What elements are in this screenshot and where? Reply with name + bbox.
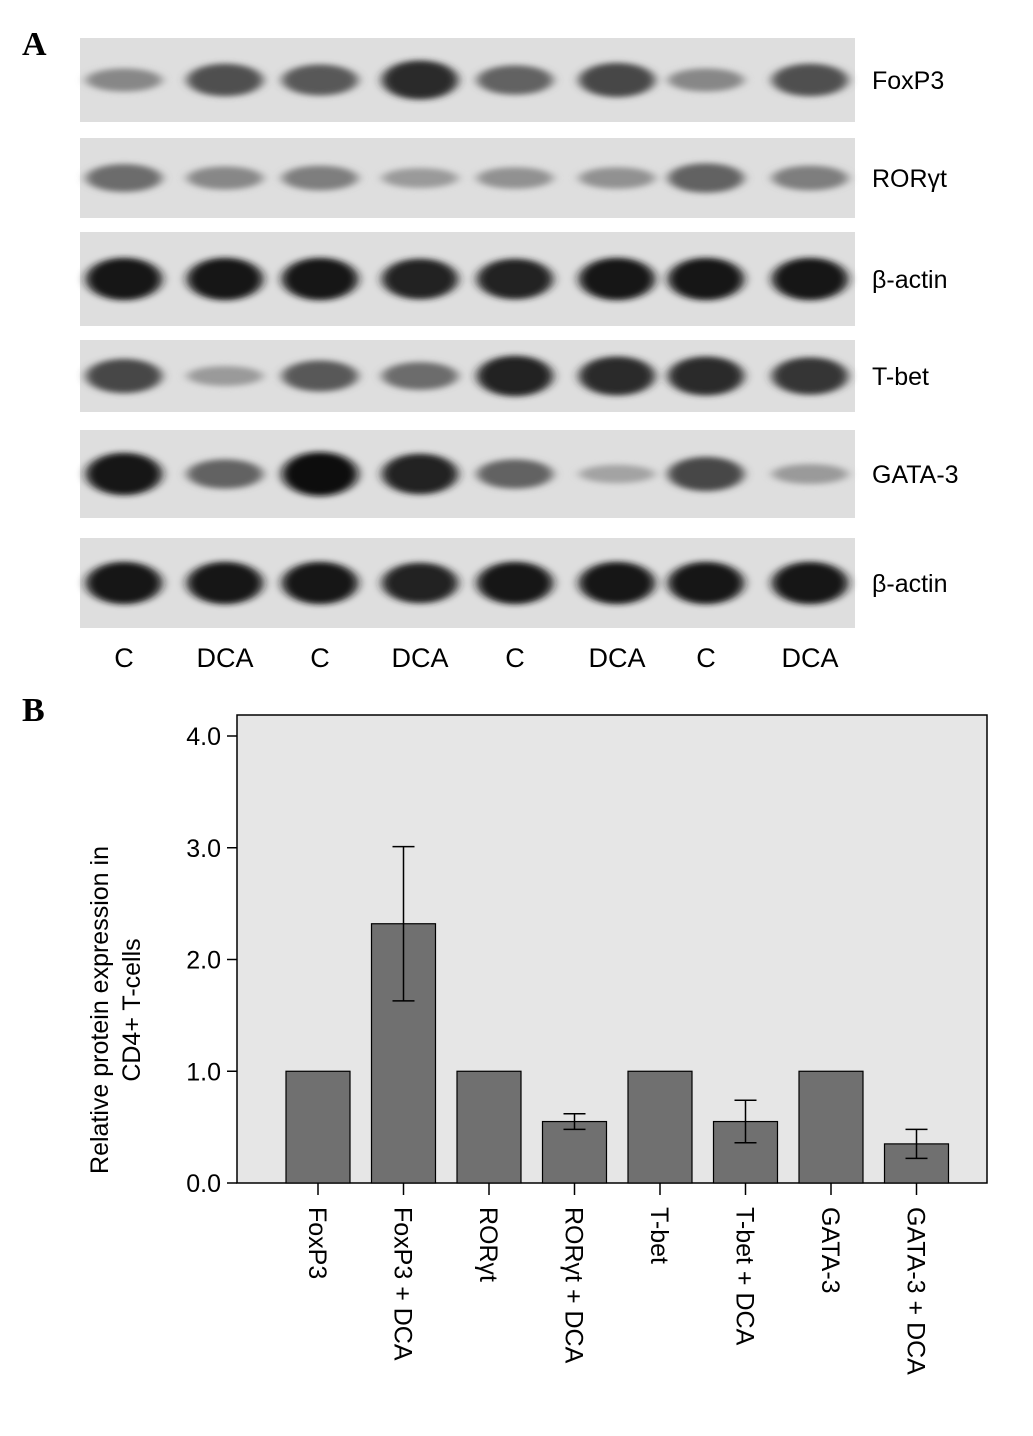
western-blot: FoxP3 RORγt β-actin T-bet GATA-3 β-actin C DCA C… (80, 38, 959, 673)
bar (285, 1070, 351, 1184)
bar (798, 1070, 864, 1184)
blot-band (86, 561, 162, 605)
blot-band (382, 562, 458, 604)
blot-band (668, 356, 744, 396)
lane-label: DCA (391, 643, 448, 673)
blot-band (579, 62, 655, 98)
blot-band (382, 258, 458, 300)
blot-band (282, 561, 358, 605)
blot-band (382, 168, 458, 188)
blot-band-group (86, 257, 848, 301)
blot-band (282, 257, 358, 301)
lane-label: C (696, 643, 716, 673)
bar (456, 1070, 522, 1184)
blot-band (187, 459, 263, 489)
x-tick-label: T-bet (645, 1207, 673, 1264)
x-tick-label: GATA-3 (816, 1207, 844, 1294)
blot-band (477, 459, 553, 489)
x-tick-label: RORγt (474, 1207, 502, 1282)
blot-band (668, 68, 744, 92)
blot-band (772, 257, 848, 301)
blot-band (187, 166, 263, 190)
blot-band (187, 561, 263, 605)
blot-band (187, 366, 263, 386)
x-tick-label: FoxP3 (303, 1207, 331, 1279)
blot-band (579, 561, 655, 605)
blot-band-group (86, 163, 848, 193)
y-tick-label: 3.0 (186, 835, 221, 863)
blot-band-group (86, 60, 848, 100)
blot-band (579, 356, 655, 396)
blot-band-group (86, 355, 848, 397)
blot-band (382, 60, 458, 100)
x-tick-label: RORγt + DCA (560, 1207, 588, 1364)
blot-band (579, 257, 655, 301)
panel-label-b: B (22, 692, 45, 729)
blot-row-label: T-bet (872, 363, 929, 391)
blot-band (477, 561, 553, 605)
blot-band (772, 464, 848, 484)
blot-band (86, 358, 162, 394)
y-axis-label: Relative protein expression in CD4+ T-cel… (86, 846, 146, 1174)
lane-label: DCA (196, 643, 253, 673)
x-tick-label: T-bet + DCA (731, 1207, 759, 1346)
blot-band-group (86, 452, 848, 496)
blot-row-label: RORγt (872, 165, 947, 193)
blot-band (86, 68, 162, 92)
bar (541, 1120, 608, 1184)
lane-label: DCA (588, 643, 645, 673)
x-tick-label: FoxP3 + DCA (389, 1207, 417, 1361)
y-tick-label: 0.0 (186, 1170, 221, 1198)
blot-band (668, 561, 744, 605)
blot-row-label: GATA-3 (872, 461, 959, 489)
blot-band (282, 165, 358, 191)
blot-band (282, 360, 358, 392)
lane-label: DCA (781, 643, 838, 673)
blot-band (282, 452, 358, 496)
blot-band (477, 65, 553, 95)
blot-band (382, 453, 458, 495)
blot-band (382, 362, 458, 390)
blot-band (772, 63, 848, 97)
blot-band (86, 164, 162, 192)
lane-label: C (505, 643, 525, 673)
y-tick-label: 4.0 (186, 723, 221, 751)
blot-band (668, 257, 744, 301)
y-axis-label-line: Relative protein expression in (86, 846, 114, 1174)
blot-band (477, 167, 553, 189)
lane-label: C (310, 643, 330, 673)
blot-band (668, 456, 744, 492)
blot-band (187, 257, 263, 301)
blot-band (772, 357, 848, 395)
blot-band (772, 561, 848, 605)
blot-band (86, 257, 162, 301)
blot-band (772, 165, 848, 191)
blot-band (579, 464, 655, 484)
blot-band (86, 452, 162, 496)
bar-chart: 0.0 1.0 2.0 3.0 4.0 Relative protein expressi… (86, 714, 988, 1375)
bar (627, 1070, 693, 1184)
y-tick-label: 2.0 (186, 947, 221, 975)
x-tick-label: GATA-3 + DCA (902, 1207, 930, 1375)
blot-band (579, 167, 655, 189)
y-tick-label: 1.0 (186, 1058, 221, 1086)
blot-band-group (86, 561, 848, 605)
blot-band (187, 63, 263, 97)
blot-band (282, 64, 358, 96)
blot-row-label: FoxP3 (872, 67, 944, 95)
y-axis-label-line: CD4+ T-cells (118, 938, 146, 1081)
blot-row-label: β-actin (872, 570, 948, 598)
blot-row-label: β-actin (872, 266, 948, 294)
panel-label-a: A (22, 26, 47, 63)
blot-band (668, 163, 744, 193)
lane-label: C (114, 643, 134, 673)
blot-band (477, 258, 553, 300)
blot-band (477, 355, 553, 397)
